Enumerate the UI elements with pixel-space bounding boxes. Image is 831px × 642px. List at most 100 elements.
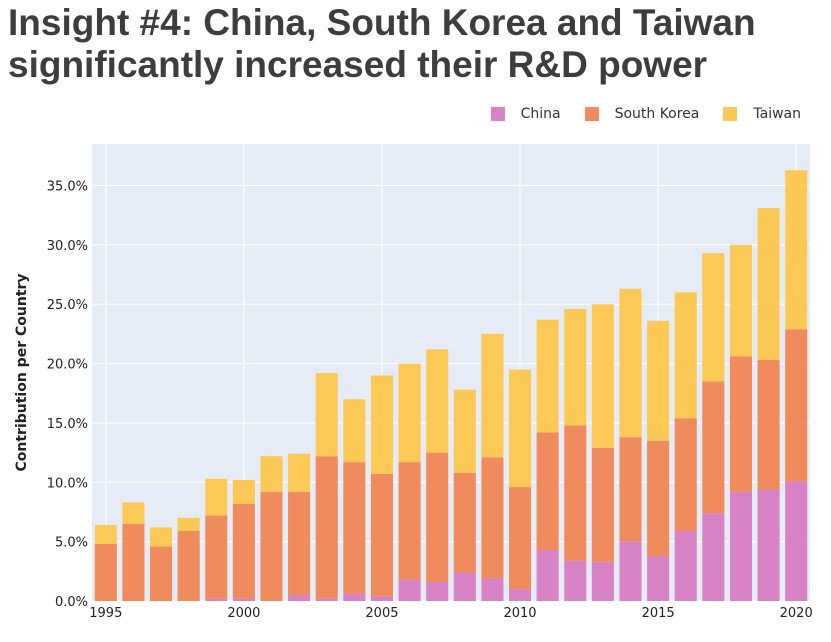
bar-taiwan-1996[interactable] <box>122 502 145 524</box>
bar-south-korea-2006[interactable] <box>398 462 421 580</box>
bar-south-korea-2016[interactable] <box>674 418 697 531</box>
bar-taiwan-2005[interactable] <box>370 375 394 474</box>
bar-south-korea-2004[interactable] <box>343 462 366 594</box>
bar-taiwan-2011[interactable] <box>536 319 559 433</box>
x-tick-label: 2000 <box>227 606 260 621</box>
legend-item-china[interactable]: China <box>490 106 561 122</box>
legend-item-taiwan[interactable]: Taiwan <box>723 106 801 122</box>
bar-taiwan-2019[interactable] <box>757 208 780 361</box>
bars-layer <box>94 170 808 601</box>
y-tick-label: 35.0% <box>47 180 88 195</box>
bar-taiwan-2002[interactable] <box>288 453 311 492</box>
bar-china-2016[interactable] <box>674 530 697 601</box>
bar-china-2013[interactable] <box>591 561 614 601</box>
bar-south-korea-2011[interactable] <box>536 432 559 550</box>
bar-south-korea-2018[interactable] <box>729 356 753 492</box>
bar-south-korea-2019[interactable] <box>757 360 780 490</box>
bar-south-korea-2005[interactable] <box>370 473 394 597</box>
legend-label-china: China <box>520 106 561 122</box>
bar-south-korea-2015[interactable] <box>647 440 670 556</box>
bar-taiwan-2020[interactable] <box>785 170 808 330</box>
bar-taiwan-2000[interactable] <box>232 479 255 504</box>
bar-south-korea-2010[interactable] <box>508 487 532 590</box>
x-tick-label: 2010 <box>503 606 536 621</box>
bar-south-korea-1995[interactable] <box>94 544 117 601</box>
bar-south-korea-2012[interactable] <box>564 425 587 561</box>
bar-taiwan-2015[interactable] <box>647 320 670 441</box>
legend-swatch-taiwan <box>723 107 738 121</box>
bar-china-2004[interactable] <box>343 593 366 601</box>
bar-taiwan-2016[interactable] <box>674 292 697 419</box>
bar-china-2007[interactable] <box>426 582 449 601</box>
bar-taiwan-2010[interactable] <box>508 369 532 488</box>
bar-china-2002[interactable] <box>288 595 311 601</box>
bar-taiwan-2017[interactable] <box>702 253 725 382</box>
chart-legend: China South Korea Taiwan <box>467 106 801 122</box>
legend-swatch-south-korea <box>584 107 599 121</box>
bar-china-2019[interactable] <box>757 489 780 601</box>
y-tick-label: 30.0% <box>47 239 88 254</box>
bar-taiwan-1998[interactable] <box>177 517 200 531</box>
bar-china-2006[interactable] <box>398 579 421 601</box>
bar-china-1999[interactable] <box>205 598 228 601</box>
bar-taiwan-2001[interactable] <box>260 456 283 492</box>
bar-south-korea-2001[interactable] <box>260 491 283 601</box>
x-axis: 1995 2000 2005 2010 2015 2020 <box>89 606 812 621</box>
bar-south-korea-2009[interactable] <box>481 457 504 579</box>
chart-title-line-2: significantly increased their R&D power <box>8 44 708 85</box>
legend-item-south-korea[interactable]: South Korea <box>584 106 700 122</box>
x-tick-label: 1995 <box>89 606 122 621</box>
chart-title-line-1: Insight #4: China, South Korea and Taiwa… <box>8 2 756 43</box>
bar-south-korea-2017[interactable] <box>702 381 725 514</box>
bar-south-korea-1998[interactable] <box>177 530 200 601</box>
bar-taiwan-2018[interactable] <box>729 244 753 357</box>
bar-taiwan-2009[interactable] <box>481 333 504 458</box>
bar-south-korea-2020[interactable] <box>785 329 808 482</box>
bar-china-2015[interactable] <box>647 555 670 601</box>
y-tick-label: 15.0% <box>47 417 88 432</box>
bar-china-2014[interactable] <box>619 541 642 601</box>
bar-china-2018[interactable] <box>729 491 753 601</box>
bar-taiwan-1995[interactable] <box>94 525 117 545</box>
bar-south-korea-1997[interactable] <box>149 546 173 601</box>
bar-china-2010[interactable] <box>508 589 532 601</box>
bar-south-korea-2003[interactable] <box>315 456 338 599</box>
bar-taiwan-2014[interactable] <box>619 288 642 438</box>
bar-taiwan-2008[interactable] <box>453 389 476 473</box>
bar-china-2020[interactable] <box>785 481 808 601</box>
bar-south-korea-1996[interactable] <box>122 523 145 601</box>
bar-south-korea-2002[interactable] <box>288 491 311 596</box>
bar-south-korea-2007[interactable] <box>426 452 449 583</box>
bar-china-2005[interactable] <box>370 596 394 601</box>
bar-taiwan-2003[interactable] <box>315 373 338 457</box>
bar-taiwan-1999[interactable] <box>205 478 228 516</box>
bar-china-2003[interactable] <box>315 598 338 601</box>
bar-south-korea-2013[interactable] <box>591 447 614 562</box>
bar-china-2008[interactable] <box>453 572 476 601</box>
bar-south-korea-1999[interactable] <box>205 515 228 599</box>
bar-south-korea-2000[interactable] <box>232 503 255 599</box>
bar-china-2017[interactable] <box>702 513 725 601</box>
y-tick-label: 25.0% <box>47 298 88 313</box>
y-tick-label: 5.0% <box>55 536 88 551</box>
bar-china-2012[interactable] <box>564 560 587 601</box>
legend-label-south-korea: South Korea <box>614 106 700 122</box>
bar-china-2000[interactable] <box>232 598 255 601</box>
bar-china-2009[interactable] <box>481 578 504 601</box>
bar-taiwan-2006[interactable] <box>398 363 421 463</box>
bar-south-korea-2014[interactable] <box>619 437 642 542</box>
bar-taiwan-2012[interactable] <box>564 308 587 426</box>
y-tick-label: 20.0% <box>47 358 88 373</box>
legend-label-taiwan: Taiwan <box>753 106 801 122</box>
x-tick-label: 2020 <box>780 606 813 621</box>
bar-taiwan-2007[interactable] <box>426 349 449 453</box>
x-tick-label: 2015 <box>642 606 675 621</box>
bar-south-korea-2008[interactable] <box>453 472 476 573</box>
chart-title: Insight #4: China, South Korea and Taiwa… <box>8 2 823 86</box>
bar-china-2011[interactable] <box>536 549 559 601</box>
bar-taiwan-2004[interactable] <box>343 399 366 463</box>
y-tick-label: 10.0% <box>47 476 88 491</box>
bar-taiwan-2013[interactable] <box>591 304 614 448</box>
bar-taiwan-1997[interactable] <box>149 527 173 547</box>
